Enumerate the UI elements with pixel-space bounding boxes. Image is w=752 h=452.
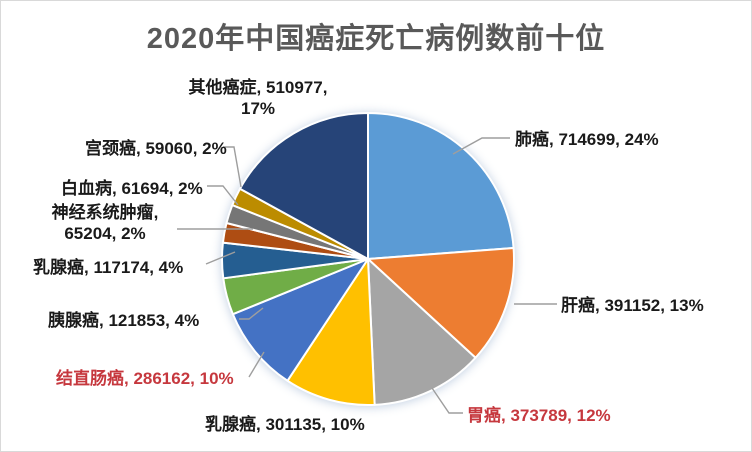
slice-label-6: 乳腺癌, 117174, 4% — [33, 258, 184, 277]
pie-slice-3 — [286, 258, 376, 406]
slice-label-3: 乳腺癌, 301135, 10% — [205, 415, 365, 434]
slice-label-5: 胰腺癌, 121853, 4% — [48, 311, 200, 330]
slice-label-1: 肝癌, 391152, 13% — [561, 296, 704, 315]
pie-slices — [221, 112, 515, 406]
slice-label-2: 胃癌, 373789, 12% — [467, 406, 611, 425]
slice-label-10: 其他癌症, 510977, 17% — [188, 78, 328, 118]
leader-line — [223, 146, 242, 188]
leader-line — [239, 307, 264, 320]
leader-line — [248, 351, 265, 378]
pie-slice-4 — [231, 258, 369, 382]
leader-line — [207, 185, 239, 206]
pie-slice-0 — [367, 112, 515, 260]
pie-slice-1 — [367, 247, 515, 359]
leader-line — [431, 387, 463, 414]
slice-label-4: 结直肠癌, 286162, 10% — [56, 369, 234, 388]
slice-label-7: 神经系统肿瘤, 65204, 2% — [51, 203, 159, 243]
leader-line — [452, 137, 510, 155]
pie-slice-2 — [367, 258, 477, 406]
leader-line — [205, 251, 236, 265]
chart-title: 2020年中国癌症死亡病例数前十位 — [146, 23, 606, 55]
slice-label-9: 宫颈癌, 59060, 2% — [85, 139, 227, 158]
slice-label-8: 白血病, 61694, 2% — [61, 179, 203, 198]
pie-slice-10 — [238, 112, 369, 260]
slice-label-0: 肺癌, 714699, 24% — [515, 130, 659, 149]
